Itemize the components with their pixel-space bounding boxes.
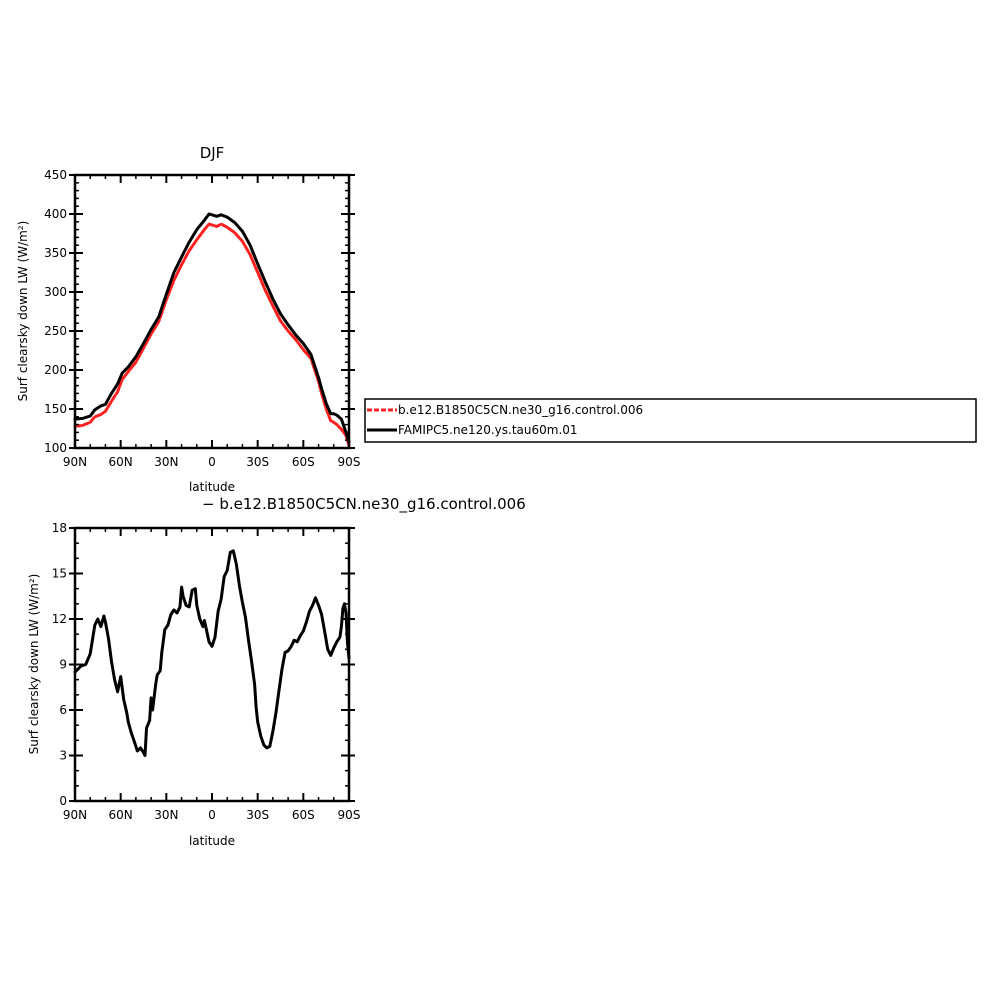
top-y-tick-label: 450 <box>44 168 67 182</box>
bottom-x-tick-label: 30N <box>154 808 178 822</box>
top-y-tick-label: 150 <box>44 402 67 416</box>
legend-label-series-2: FAMIPC5.ne120.ys.tau60m.01 <box>398 423 578 437</box>
legend-label-series-1: b.e12.B1850C5CN.ne30_g16.control.006 <box>398 403 643 417</box>
top-y-axis-label: Surf clearsky down LW (W/m²) <box>16 221 30 402</box>
top-y-tick-label: 400 <box>44 207 67 221</box>
bottom-y-tick-label: 12 <box>52 612 67 626</box>
bottom-axes: 90N 60N 30N 0 30S 60S 90S 0 3 6 9 12 15 18 <box>52 521 361 822</box>
top-x-tick-label: 60S <box>292 455 315 469</box>
bottom-y-tick-label: 6 <box>59 703 67 717</box>
bottom-x-tick-label: 60N <box>109 808 133 822</box>
top-panel: DJF 90N 60N 30N 0 30S 60S 90S 100 150 200 250 300 35… <box>16 144 360 494</box>
top-y-tick-label: 350 <box>44 246 67 260</box>
bottom-series-line-1 <box>73 549 351 757</box>
bottom-plot-title: − b.e12.B1850C5CN.ne30_g16.control.006 <box>202 495 526 514</box>
top-y-tick-label: 250 <box>44 324 67 338</box>
top-x-tick-label: 30N <box>154 455 178 469</box>
legend-box <box>364 398 977 443</box>
top-x-tick-label: 90S <box>338 455 361 469</box>
top-y-tick-label: 100 <box>44 441 67 455</box>
top-x-tick-label: 60N <box>109 455 133 469</box>
bottom-x-tick-label: 90S <box>338 808 361 822</box>
bottom-x-tick-label: 90N <box>63 808 87 822</box>
top-axes: 90N 60N 30N 0 30S 60S 90S 100 150 200 250 300 350 400… <box>44 168 360 469</box>
top-x-axis-label: latitude <box>189 480 235 494</box>
bottom-plot-frame <box>73 526 351 803</box>
bottom-x-axis-label: latitude <box>189 834 235 848</box>
top-series-line-1 <box>73 222 351 448</box>
bottom-y-tick-label: 15 <box>52 567 67 581</box>
bottom-y-axis-label: Surf clearsky down LW (W/m²) <box>27 574 41 755</box>
bottom-y-tick-label: 9 <box>59 658 67 672</box>
top-x-tick-label: 30S <box>246 455 269 469</box>
bottom-y-tick-label: 3 <box>59 749 67 763</box>
bottom-y-tick-label: 18 <box>52 521 67 535</box>
top-y-tick-label: 300 <box>44 285 67 299</box>
bottom-x-tick-label: 0 <box>208 808 216 822</box>
top-series-group <box>73 212 351 448</box>
top-x-tick-label: 90N <box>63 455 87 469</box>
top-plot-title: DJF <box>200 144 225 162</box>
bottom-x-tick-label: 30S <box>246 808 269 822</box>
bottom-x-tick-label: 60S <box>292 808 315 822</box>
top-x-tick-label: 0 <box>208 455 216 469</box>
bottom-series-group <box>73 549 351 757</box>
bottom-y-tick-label: 0 <box>59 794 67 808</box>
legend: b.e12.B1850C5CN.ne30_g16.control.006 FAM… <box>364 398 977 443</box>
bottom-panel: − b.e12.B1850C5CN.ne30_g16.control.006 9… <box>27 495 526 848</box>
top-series-line-2 <box>73 212 351 444</box>
top-y-tick-label: 200 <box>44 363 67 377</box>
